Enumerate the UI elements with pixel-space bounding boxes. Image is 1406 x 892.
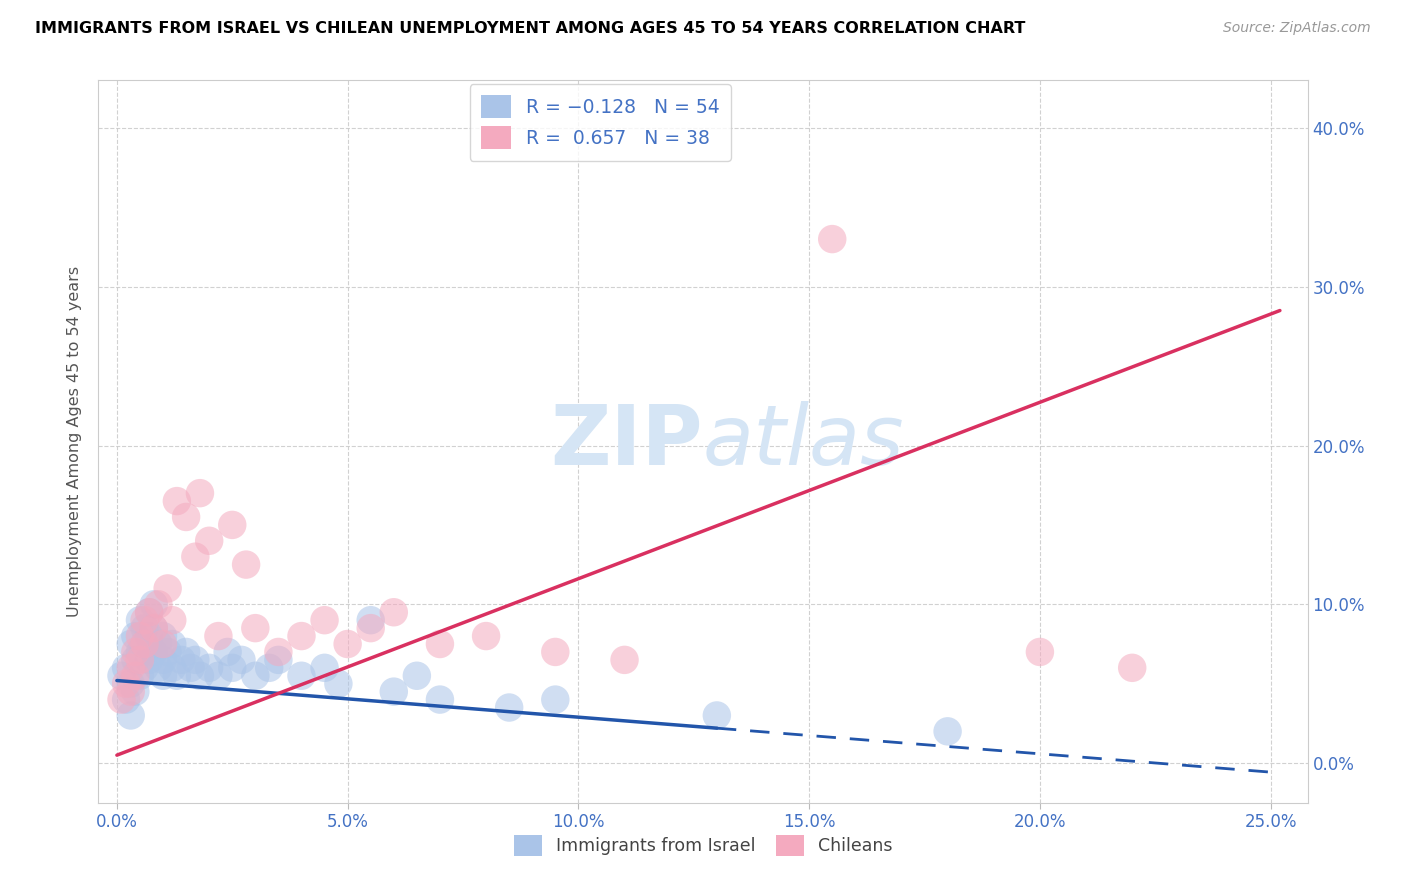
Point: [138, 605, 160, 619]
Point: [142, 645, 165, 659]
Point: [148, 637, 170, 651]
Point: [110, 669, 132, 683]
Point: [142, 621, 165, 635]
Point: [124, 629, 146, 643]
Point: [217, 645, 239, 659]
Point: [115, 676, 138, 690]
Point: [936, 724, 959, 739]
Point: [231, 653, 253, 667]
Point: [382, 605, 405, 619]
Point: [134, 621, 156, 635]
Text: ZIP: ZIP: [551, 401, 703, 482]
Point: [120, 708, 142, 723]
Point: [198, 661, 221, 675]
Point: [180, 661, 202, 675]
Text: IMMIGRANTS FROM ISRAEL VS CHILEAN UNEMPLOYMENT AMONG AGES 45 TO 54 YEARS CORRELA: IMMIGRANTS FROM ISRAEL VS CHILEAN UNEMPL…: [35, 21, 1025, 37]
Legend: Immigrants from Israel, Chileans: Immigrants from Israel, Chileans: [508, 828, 898, 863]
Point: [134, 613, 156, 627]
Point: [115, 692, 138, 706]
Point: [138, 605, 160, 619]
Point: [405, 669, 427, 683]
Point: [184, 653, 207, 667]
Text: Source: ZipAtlas.com: Source: ZipAtlas.com: [1223, 21, 1371, 36]
Point: [162, 613, 184, 627]
Point: [120, 637, 142, 651]
Point: [498, 700, 520, 714]
Point: [188, 486, 211, 500]
Point: [314, 661, 336, 675]
Point: [148, 661, 170, 675]
Point: [142, 621, 165, 635]
Point: [174, 645, 197, 659]
Point: [174, 510, 197, 524]
Point: [134, 637, 156, 651]
Point: [328, 676, 350, 690]
Point: [613, 653, 636, 667]
Point: [124, 669, 146, 683]
Point: [156, 645, 179, 659]
Point: [314, 613, 336, 627]
Point: [336, 637, 359, 651]
Point: [170, 653, 193, 667]
Point: [115, 661, 138, 675]
Point: [429, 637, 451, 651]
Point: [156, 582, 179, 596]
Point: [198, 533, 221, 548]
Point: [207, 669, 229, 683]
Point: [360, 621, 382, 635]
Point: [134, 637, 156, 651]
Point: [290, 629, 312, 643]
Point: [162, 661, 184, 675]
Point: [138, 629, 160, 643]
Point: [267, 653, 290, 667]
Point: [120, 684, 142, 698]
Point: [706, 708, 728, 723]
Point: [184, 549, 207, 564]
Point: [235, 558, 257, 572]
Point: [152, 669, 174, 683]
Y-axis label: Unemployment Among Ages 45 to 54 years: Unemployment Among Ages 45 to 54 years: [67, 266, 83, 617]
Point: [475, 629, 498, 643]
Point: [129, 629, 152, 643]
Point: [152, 637, 174, 651]
Point: [1029, 645, 1052, 659]
Point: [221, 517, 243, 532]
Point: [152, 653, 174, 667]
Point: [120, 676, 142, 690]
Point: [162, 637, 184, 651]
Point: [138, 653, 160, 667]
Point: [221, 661, 243, 675]
Point: [124, 653, 146, 667]
Point: [1121, 661, 1143, 675]
Point: [129, 653, 152, 667]
Point: [110, 692, 132, 706]
Point: [429, 692, 451, 706]
Point: [821, 232, 844, 246]
Point: [245, 669, 267, 683]
Point: [360, 613, 382, 627]
Point: [267, 645, 290, 659]
Point: [166, 669, 188, 683]
Point: [129, 613, 152, 627]
Text: atlas: atlas: [703, 401, 904, 482]
Point: [120, 661, 142, 675]
Point: [188, 669, 211, 683]
Point: [148, 597, 170, 611]
Point: [382, 684, 405, 698]
Point: [134, 661, 156, 675]
Point: [290, 669, 312, 683]
Point: [142, 597, 165, 611]
Point: [129, 669, 152, 683]
Point: [207, 629, 229, 643]
Point: [124, 645, 146, 659]
Point: [544, 645, 567, 659]
Point: [257, 661, 280, 675]
Point: [544, 692, 567, 706]
Point: [129, 645, 152, 659]
Point: [245, 621, 267, 635]
Point: [152, 629, 174, 643]
Point: [166, 494, 188, 508]
Point: [124, 684, 146, 698]
